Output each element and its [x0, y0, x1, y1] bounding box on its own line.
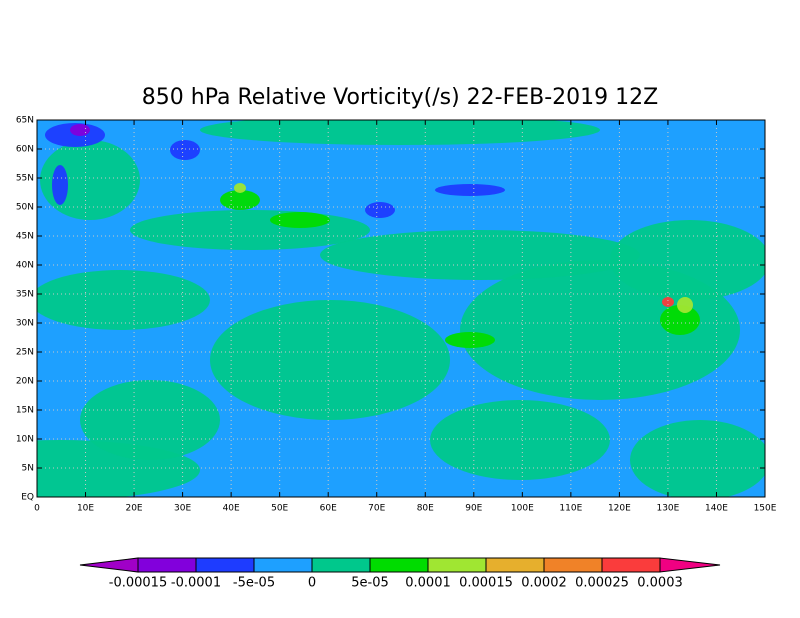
colorbar-swatch — [195, 557, 255, 573]
field — [37, 120, 765, 497]
colorbar-end — [659, 557, 721, 573]
x-tick-label: 150E — [754, 504, 777, 514]
field-patch — [270, 212, 330, 228]
colorbar-label: 0.0001 — [405, 576, 451, 591]
x-tick-label: 20E — [125, 504, 142, 514]
field-patch — [130, 210, 370, 250]
y-tick-label: 15N — [16, 406, 34, 416]
colorbar-end — [79, 557, 139, 573]
field-patch — [70, 124, 90, 136]
field-patch — [200, 120, 600, 145]
field-patch — [662, 297, 674, 307]
y-tick-label: 40N — [16, 261, 34, 271]
y-tick-label: 20N — [16, 377, 34, 387]
colorbar-swatch — [369, 557, 429, 573]
x-tick-label: 40E — [223, 504, 240, 514]
y-tick-label: 35N — [16, 290, 34, 300]
colorbar-label: 0.0002 — [521, 576, 567, 591]
y-tick-label: 60N — [16, 145, 34, 155]
x-tick-label: 110E — [559, 504, 582, 514]
colorbar-label: -5e-05 — [233, 576, 275, 591]
x-tick-label: 120E — [608, 504, 631, 514]
y-tick-label: EQ — [21, 493, 34, 503]
y-tick-label: 45N — [16, 232, 34, 242]
field-patch — [234, 183, 246, 193]
plot-frame — [36, 119, 766, 498]
field-patch — [630, 420, 765, 497]
field-patch — [610, 220, 765, 300]
field-patch — [677, 297, 693, 313]
colorbar-swatch — [427, 557, 487, 573]
field-patch — [52, 165, 68, 205]
colorbar-label: 0.00025 — [575, 576, 629, 591]
colorbar-swatch — [601, 557, 661, 573]
field-patch — [170, 140, 200, 160]
field-patch — [430, 400, 610, 480]
colorbar-swatch — [137, 557, 197, 573]
colorbar-swatch — [253, 557, 313, 573]
colorbar-swatch — [485, 557, 545, 573]
field-patch — [660, 305, 700, 335]
x-tick-label: 90E — [465, 504, 482, 514]
x-tick-label: 30E — [174, 504, 191, 514]
x-tick-label: 0 — [34, 504, 40, 514]
colorbar-swatch — [543, 557, 603, 573]
field-patch — [365, 202, 395, 218]
chart-title: 850 hPa Relative Vorticity(/s) 22-FEB-20… — [142, 85, 658, 110]
field-patch — [37, 270, 210, 330]
x-tick-label: 60E — [320, 504, 337, 514]
x-tick-label: 50E — [271, 504, 288, 514]
x-tick-label: 100E — [511, 504, 534, 514]
y-tick-label: 10N — [16, 435, 34, 445]
field-patch — [210, 300, 450, 420]
x-tick-label: 80E — [417, 504, 434, 514]
y-tick-label: 5N — [22, 464, 34, 474]
field-patch — [320, 230, 640, 280]
field-patch — [220, 190, 260, 210]
colorbar-label: 0 — [308, 576, 316, 591]
y-tick-label: 25N — [16, 348, 34, 358]
x-tick-label: 140E — [705, 504, 728, 514]
field-patch — [445, 332, 495, 348]
x-tick-label: 130E — [656, 504, 679, 514]
colorbar-label: -0.00015 — [109, 576, 167, 591]
colorbar-label: 0.0003 — [637, 576, 683, 591]
colorbar-label: 0.00015 — [459, 576, 513, 591]
y-tick-label: 55N — [16, 174, 34, 184]
field-patch — [80, 380, 220, 460]
x-tick-label: 10E — [77, 504, 94, 514]
y-tick-label: 50N — [16, 203, 34, 213]
colorbar-swatch — [311, 557, 371, 573]
x-tick-label: 70E — [368, 504, 385, 514]
field-patch — [435, 184, 505, 196]
colorbar-label: -0.0001 — [171, 576, 221, 591]
y-tick-label: 65N — [16, 116, 34, 126]
colorbar-label: 5e-05 — [351, 576, 389, 591]
y-tick-label: 30N — [16, 319, 34, 329]
